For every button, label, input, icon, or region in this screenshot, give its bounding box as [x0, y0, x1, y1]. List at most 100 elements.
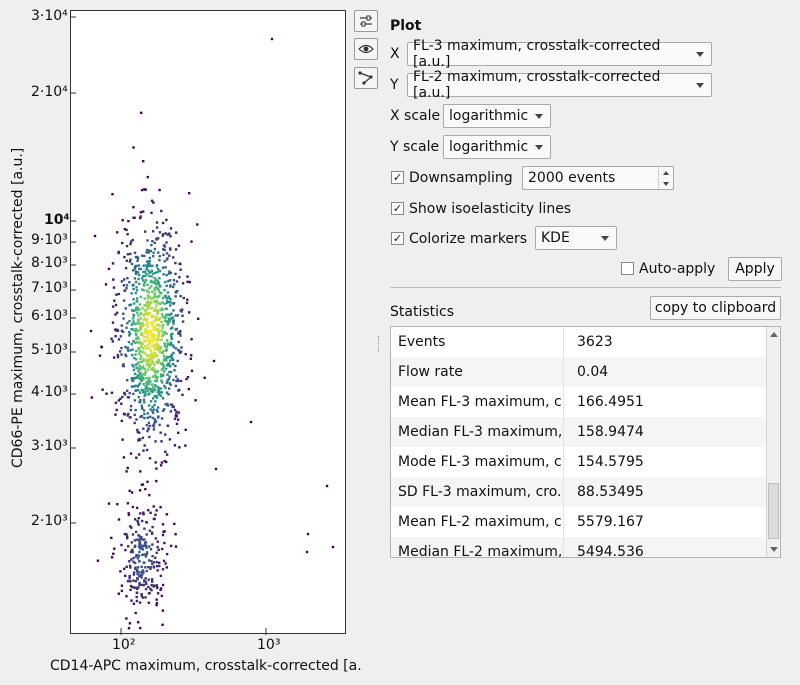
scatter-point [138, 267, 141, 271]
scatter-point [124, 267, 128, 270]
scatter-point [141, 596, 145, 599]
scrollbar-track[interactable] [768, 345, 779, 481]
scatter-point [132, 283, 135, 286]
scatter-point [150, 355, 154, 358]
scatter-point [166, 342, 169, 345]
scatter-point [147, 313, 150, 317]
scatter-point [142, 270, 145, 274]
scatter-point [136, 271, 140, 274]
table-row[interactable]: Mean FL-3 maximum, c... 166.4951 [391, 387, 767, 417]
y-axis-select[interactable]: FL-2 maximum, crosstalk-corrected [a.u.] [407, 69, 712, 101]
scatter-point [149, 566, 152, 569]
auto-apply-checkbox[interactable] [621, 262, 634, 275]
scatter-point [153, 379, 157, 383]
scatter-point [140, 324, 144, 327]
scatter-point [140, 345, 143, 348]
plot-settings-title: Plot [390, 18, 422, 34]
copy-to-clipboard-button[interactable]: copy to clipboard [650, 296, 781, 320]
scatter-point [152, 505, 155, 508]
scatter-point [122, 456, 126, 459]
x-scale-select[interactable]: logarithmic [443, 104, 551, 128]
scatter-point [128, 622, 132, 625]
statistics-scrollbar[interactable] [766, 327, 780, 557]
table-row[interactable]: Median FL-3 maximum,... 158.9474 [391, 417, 767, 447]
scatter-point [112, 552, 115, 555]
scroll-up-icon[interactable] [770, 332, 778, 337]
colorize-select[interactable]: KDE [535, 226, 617, 250]
x-axis-select[interactable]: FL-3 maximum, crosstalk-corrected [a.u.] [407, 38, 712, 70]
splitter-handle[interactable] [378, 336, 382, 352]
table-row[interactable]: Flow rate 0.04 [391, 357, 767, 387]
scatter-point [146, 390, 149, 393]
scatter-point [161, 533, 165, 537]
table-row[interactable]: Events 3623 [391, 327, 767, 357]
y-scale-select[interactable]: logarithmic [443, 135, 551, 159]
spin-arrows-icon[interactable] [658, 167, 673, 189]
scatter-point [161, 623, 164, 626]
statistics-table[interactable]: Events 3623 Flow rate 0.04 Mean FL-3 maxim… [390, 326, 781, 558]
scatter-point [145, 360, 149, 363]
scatter-point [166, 404, 169, 407]
scatter-point [178, 351, 182, 355]
downsampling-label: Downsampling [409, 170, 513, 186]
scatter-point [116, 231, 119, 234]
scatter-point [159, 394, 162, 397]
scatter-point [150, 589, 153, 592]
scatter-point [136, 389, 140, 392]
table-row[interactable]: Median FL-2 maximum,... 5494.536 [391, 537, 767, 557]
scatter-point [147, 592, 151, 595]
scatter-point [165, 364, 169, 367]
colorize-checkbox[interactable]: ✓ [391, 232, 404, 245]
scatter-point [136, 306, 140, 310]
downsampling-spinbox[interactable]: 2000 events [522, 166, 674, 190]
scatter-point [169, 227, 173, 230]
scatter-point [168, 300, 171, 304]
polygon-select-icon-button[interactable] [354, 67, 378, 89]
scatter-point [116, 353, 120, 357]
scroll-down-icon[interactable] [770, 547, 778, 552]
scatter-point [142, 389, 145, 392]
eye-icon [358, 44, 374, 54]
scatter-point [142, 160, 145, 163]
scatter-point [135, 306, 138, 309]
scatter-point [203, 376, 206, 379]
apply-button[interactable]: Apply [728, 257, 782, 281]
scrollbar-thumb[interactable] [768, 483, 779, 539]
scatter-point [141, 322, 144, 325]
scatter-point [137, 314, 140, 317]
isoelasticity-checkbox[interactable]: ✓ [391, 202, 404, 215]
scatter-point [161, 301, 164, 304]
scatter-point [127, 513, 131, 517]
scatter-point [170, 335, 173, 339]
scatter-point [155, 564, 159, 568]
scatter-point [142, 427, 145, 430]
table-row[interactable]: Mode FL-3 maximum, c... 154.5795 [391, 447, 767, 477]
scatter-point [126, 537, 129, 540]
sliders-icon-button[interactable] [354, 10, 378, 32]
scatter-plot-canvas[interactable] [71, 11, 347, 635]
y-tick-label: 9·10³ [31, 232, 68, 248]
eye-icon-button[interactable] [354, 38, 378, 60]
scatter-point [120, 324, 123, 327]
scatter-point [121, 219, 124, 222]
scatter-plot[interactable] [70, 10, 347, 635]
scatter-point [157, 332, 160, 335]
scatter-point [141, 360, 144, 363]
scatter-point [174, 384, 178, 388]
scatter-point [150, 359, 154, 362]
downsampling-checkbox[interactable]: ✓ [391, 171, 404, 184]
scatter-point [158, 324, 162, 327]
x-tick-label: 10³ [257, 637, 281, 653]
scatter-point [122, 299, 126, 302]
colorize-select-value: KDE [541, 230, 570, 246]
x-axis-label: CD14-APC maximum, crosstalk-corrected [a… [50, 658, 362, 674]
table-row[interactable]: SD FL-3 maximum, cro... 88.53495 [391, 477, 767, 507]
scatter-point [139, 547, 142, 550]
scatter-point [115, 311, 119, 314]
scatter-point [156, 270, 159, 274]
scatter-point [136, 259, 139, 262]
scatter-point [147, 380, 150, 383]
scatter-point [125, 284, 129, 287]
scatter-point [147, 601, 150, 604]
table-row[interactable]: Mean FL-2 maximum, c... 5579.167 [391, 507, 767, 537]
